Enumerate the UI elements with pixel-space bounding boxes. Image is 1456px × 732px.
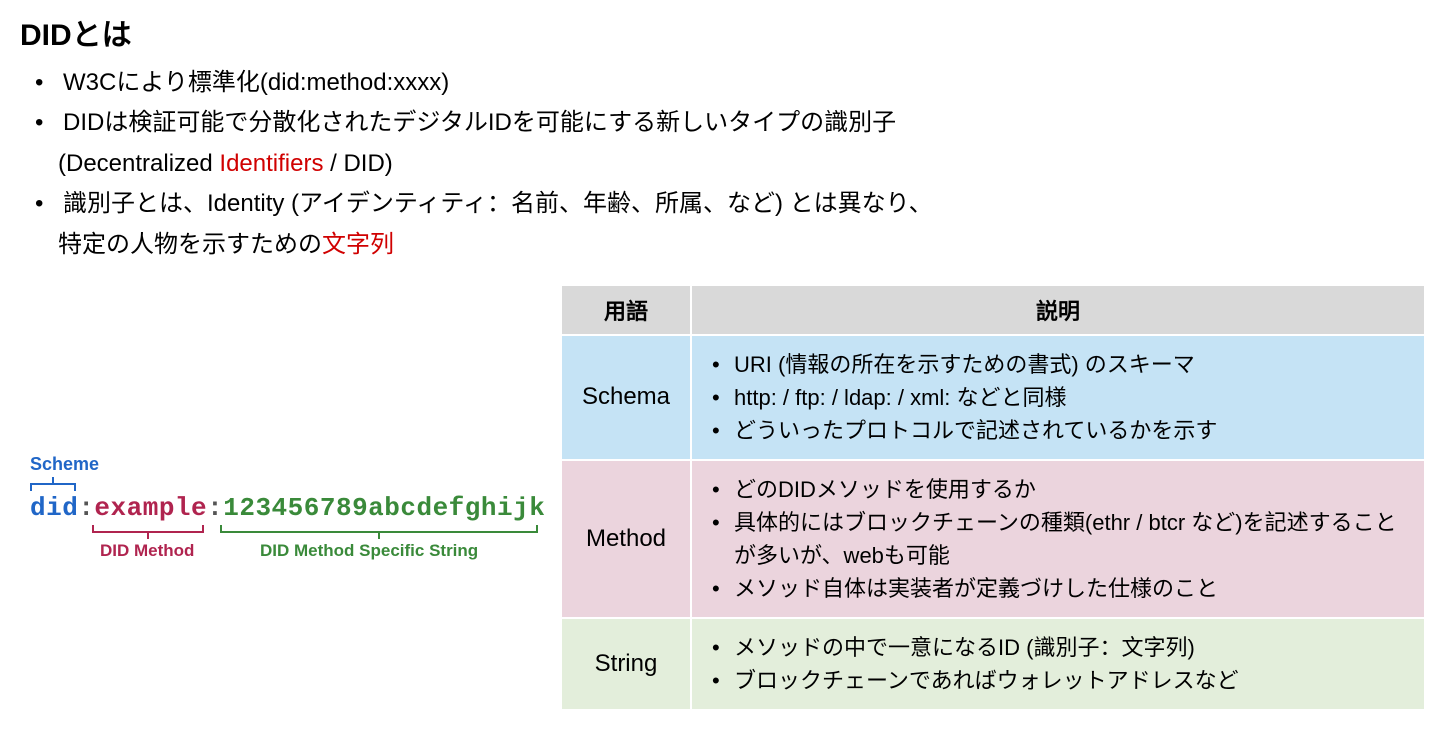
did-method-label: DID Method bbox=[100, 541, 194, 561]
term-cell: Method bbox=[561, 460, 691, 618]
scheme-brace bbox=[30, 477, 560, 491]
scheme-label: Scheme bbox=[30, 454, 560, 475]
b2-sub-suffix: / DID) bbox=[323, 150, 392, 177]
b3-sub-prefix: 特定の人物を示すための bbox=[58, 231, 322, 258]
intro-bullet-list: W3Cにより標準化(did:method:xxxx) DIDは検証可能で分散化さ… bbox=[35, 64, 1426, 143]
desc-cell: どのDIDメソッドを使用するか具体的にはブロックチェーンの種類(ethr / b… bbox=[691, 460, 1425, 618]
did-string-label: DID Method Specific String bbox=[260, 541, 478, 561]
desc-item: 具体的にはブロックチェーンの種類(ethr / btcr など)を記述することが… bbox=[706, 506, 1410, 572]
desc-cell: URI (情報の所在を示すための書式) のスキーマhttp: / ftp: / … bbox=[691, 335, 1425, 460]
table-row: SchemaURI (情報の所在を示すための書式) のスキーマhttp: / f… bbox=[561, 335, 1425, 460]
did-scheme-text: did bbox=[30, 493, 78, 523]
bottom-braces bbox=[30, 525, 560, 539]
desc-item: ブロックチェーンであればウォレットアドレスなど bbox=[706, 664, 1410, 697]
bullet-item-2-sub: (Decentralized Identifiers / DID) bbox=[30, 145, 1426, 183]
th-desc: 説明 bbox=[691, 285, 1425, 335]
terminology-table: 用語 説明 SchemaURI (情報の所在を示すための書式) のスキーマhtt… bbox=[560, 284, 1426, 711]
b3-sub-red: 文字列 bbox=[322, 231, 394, 258]
desc-item: どういったプロトコルで記述されているかを示す bbox=[706, 414, 1410, 447]
did-method-text: example bbox=[94, 493, 207, 523]
colon-1: : bbox=[78, 493, 94, 523]
did-string-text: 123456789abcdefghijk bbox=[223, 493, 545, 523]
desc-item: メソッド自体は実装者が定義づけした仕様のこと bbox=[706, 572, 1410, 605]
th-term: 用語 bbox=[561, 285, 691, 335]
bullet-item-3-sub: 特定の人物を示すための文字列 bbox=[30, 226, 1426, 264]
term-cell: Schema bbox=[561, 335, 691, 460]
desc-item: http: / ftp: / ldap: / xml: などと同様 bbox=[706, 381, 1410, 414]
table-row: Stringメソッドの中で一意になるID (識別子：文字列)ブロックチェーンであ… bbox=[561, 618, 1425, 710]
b2-sub-prefix: (Decentralized bbox=[58, 150, 219, 177]
intro-bullet-list-2: 識別子とは、Identity (アイデンティティ：名前、年齢、所属、など) とは… bbox=[35, 185, 1426, 223]
term-cell: String bbox=[561, 618, 691, 710]
did-syntax-diagram: Scheme did:example:123456789abcdefghijk … bbox=[30, 284, 560, 565]
table-row: MethodどのDIDメソッドを使用するか具体的にはブロックチェーンの種類(et… bbox=[561, 460, 1425, 618]
table-body: SchemaURI (情報の所在を示すための書式) のスキーマhttp: / f… bbox=[561, 335, 1425, 710]
desc-item: メソッドの中で一意になるID (識別子：文字列) bbox=[706, 631, 1410, 664]
desc-cell: メソッドの中で一意になるID (識別子：文字列)ブロックチェーンであればウォレッ… bbox=[691, 618, 1425, 710]
desc-item: URI (情報の所在を示すための書式) のスキーマ bbox=[706, 348, 1410, 381]
b2-sub-red: Identifiers bbox=[219, 150, 323, 177]
bullet-item-1: W3Cにより標準化(did:method:xxxx) bbox=[35, 64, 1426, 102]
desc-item: どのDIDメソッドを使用するか bbox=[706, 473, 1410, 506]
did-example-line: did:example:123456789abcdefghijk bbox=[30, 493, 560, 523]
bullet-item-2: DIDは検証可能で分散化されたデジタルIDを可能にする新しいタイプの識別子 bbox=[35, 104, 1426, 142]
colon-2: : bbox=[207, 493, 223, 523]
bullet-item-3: 識別子とは、Identity (アイデンティティ：名前、年齢、所属、など) とは… bbox=[35, 185, 1426, 223]
page-title: DIDとは bbox=[20, 10, 1426, 54]
